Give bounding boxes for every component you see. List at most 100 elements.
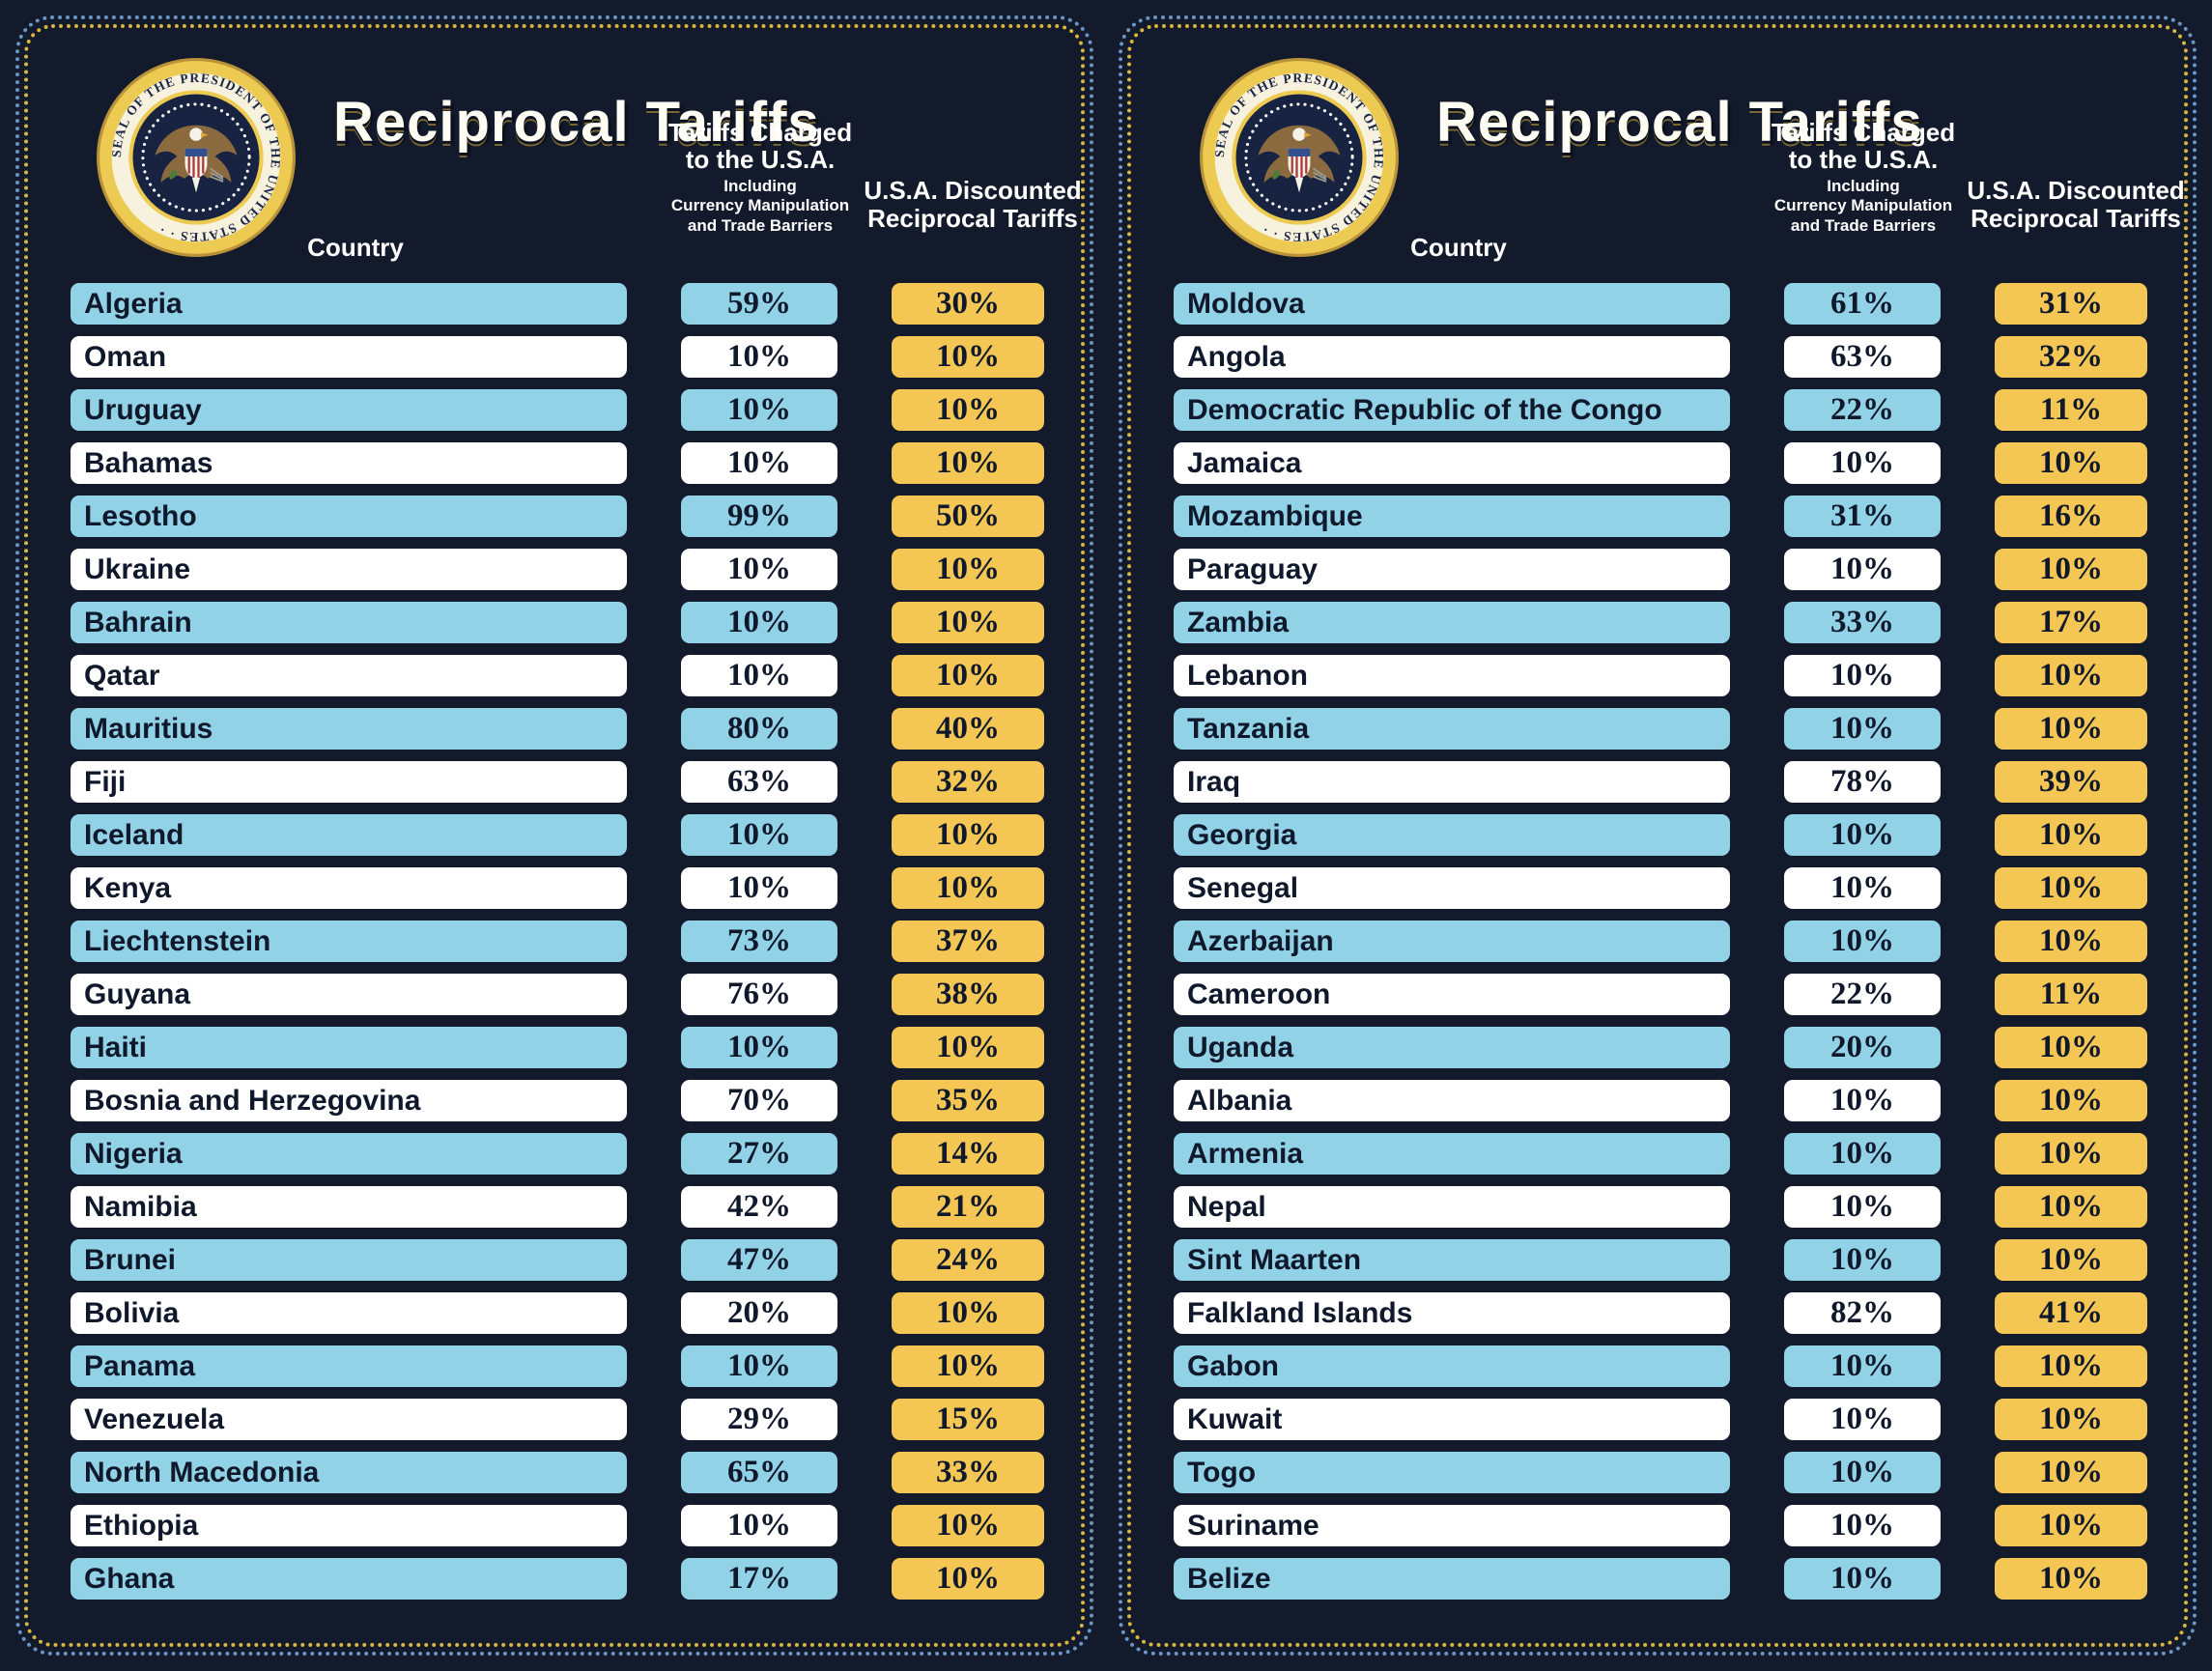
- country-cell: Falkland Islands: [1174, 1292, 1730, 1334]
- column-header-charged: Tariffs Charged to the U.S.A.: [667, 118, 853, 175]
- discounted-tariff-cell: 21%: [892, 1186, 1044, 1228]
- country-cell: Jamaica: [1174, 442, 1730, 484]
- charged-tariff-cell: 73%: [681, 920, 837, 962]
- discounted-tariff-cell: 50%: [892, 496, 1044, 537]
- table-row: Nigeria 27% 14%: [71, 1133, 1044, 1175]
- table-row: Azerbaijan 10% 10%: [1174, 920, 2147, 962]
- country-cell: Algeria: [71, 283, 627, 325]
- discounted-tariff-cell: 10%: [892, 549, 1044, 590]
- charged-tariff-cell: 10%: [1784, 549, 1941, 590]
- discounted-tariff-cell: 31%: [1995, 283, 2147, 325]
- table-row: Fiji 63% 32%: [71, 761, 1044, 803]
- country-cell: Kenya: [71, 867, 627, 909]
- country-cell: Mozambique: [1174, 496, 1730, 537]
- discounted-tariff-cell: 10%: [1995, 867, 2147, 909]
- country-cell: Azerbaijan: [1174, 920, 1730, 962]
- country-cell: Ukraine: [71, 549, 627, 590]
- discounted-tariff-cell: 10%: [1995, 920, 2147, 962]
- country-cell: Lesotho: [71, 496, 627, 537]
- country-cell: Angola: [1174, 336, 1730, 378]
- country-cell: Bahrain: [71, 602, 627, 643]
- discounted-tariff-cell: 10%: [1995, 1186, 2147, 1228]
- country-cell: Nigeria: [71, 1133, 627, 1175]
- table-row: Liechtenstein 73% 37%: [71, 920, 1044, 962]
- page-title: Reciprocal Tariffs: [1436, 91, 1923, 154]
- table-row: Suriname 10% 10%: [1174, 1505, 2147, 1546]
- column-header-country: Country: [307, 233, 404, 262]
- charged-tariff-cell: 27%: [681, 1133, 837, 1175]
- tariff-panel-left: SEAL OF THE PRESIDENT OF THE UNITED STAT…: [15, 15, 1093, 1656]
- charged-tariff-cell: 10%: [681, 867, 837, 909]
- country-cell: Cameroon: [1174, 974, 1730, 1015]
- table-row: Zambia 33% 17%: [1174, 602, 2147, 643]
- charged-tariff-cell: 29%: [681, 1399, 837, 1440]
- discounted-tariff-cell: 10%: [1995, 1080, 2147, 1121]
- charged-tariff-cell: 76%: [681, 974, 837, 1015]
- charged-tariff-cell: 10%: [681, 602, 837, 643]
- country-cell: Togo: [1174, 1452, 1730, 1493]
- charged-tariff-cell: 59%: [681, 283, 837, 325]
- discounted-tariff-cell: 10%: [892, 442, 1044, 484]
- country-cell: Uruguay: [71, 389, 627, 431]
- table-row: Oman 10% 10%: [71, 336, 1044, 378]
- table-row: Ethiopia 10% 10%: [71, 1505, 1044, 1546]
- discounted-tariff-cell: 10%: [892, 1505, 1044, 1546]
- charged-tariff-cell: 10%: [681, 655, 837, 696]
- table-row: Iceland 10% 10%: [71, 814, 1044, 856]
- country-cell: Suriname: [1174, 1505, 1730, 1546]
- discounted-tariff-cell: 30%: [892, 283, 1044, 325]
- country-cell: Senegal: [1174, 867, 1730, 909]
- country-cell: Sint Maarten: [1174, 1239, 1730, 1281]
- presidential-seal-icon: SEAL OF THE PRESIDENT OF THE UNITED STAT…: [1200, 58, 1399, 257]
- discounted-tariff-cell: 37%: [892, 920, 1044, 962]
- discounted-tariff-cell: 10%: [1995, 1345, 2147, 1387]
- country-cell: Lebanon: [1174, 655, 1730, 696]
- charged-tariff-cell: 22%: [1784, 389, 1941, 431]
- country-cell: Belize: [1174, 1558, 1730, 1600]
- discounted-tariff-cell: 10%: [1995, 814, 2147, 856]
- charged-tariff-cell: 10%: [681, 1505, 837, 1546]
- country-cell: Tanzania: [1174, 708, 1730, 750]
- discounted-tariff-cell: 10%: [892, 1345, 1044, 1387]
- discounted-tariff-cell: 10%: [1995, 442, 2147, 484]
- table-row: Bosnia and Herzegovina 70% 35%: [71, 1080, 1044, 1121]
- panel-header: SEAL OF THE PRESIDENT OF THE UNITED STAT…: [71, 42, 1082, 283]
- table-row: Namibia 42% 21%: [71, 1186, 1044, 1228]
- country-cell: Brunei: [71, 1239, 627, 1281]
- discounted-tariff-cell: 10%: [892, 814, 1044, 856]
- table-row: Senegal 10% 10%: [1174, 867, 2147, 909]
- country-cell: Bolivia: [71, 1292, 627, 1334]
- charged-tariff-cell: 82%: [1784, 1292, 1941, 1334]
- charged-tariff-cell: 99%: [681, 496, 837, 537]
- country-cell: Nepal: [1174, 1186, 1730, 1228]
- table-row: Jamaica 10% 10%: [1174, 442, 2147, 484]
- discounted-tariff-cell: 32%: [892, 761, 1044, 803]
- discounted-tariff-cell: 40%: [892, 708, 1044, 750]
- charged-tariff-cell: 10%: [1784, 1345, 1941, 1387]
- table-row: Angola 63% 32%: [1174, 336, 2147, 378]
- table-row: Bahamas 10% 10%: [71, 442, 1044, 484]
- table-row: Venezuela 29% 15%: [71, 1399, 1044, 1440]
- charged-tariff-cell: 10%: [1784, 655, 1941, 696]
- table-row: Mozambique 31% 16%: [1174, 496, 2147, 537]
- country-cell: Fiji: [71, 761, 627, 803]
- country-cell: Zambia: [1174, 602, 1730, 643]
- table-row: Armenia 10% 10%: [1174, 1133, 2147, 1175]
- panel-header: SEAL OF THE PRESIDENT OF THE UNITED STAT…: [1174, 42, 2185, 283]
- charged-tariff-cell: 10%: [1784, 867, 1941, 909]
- table-row: Ukraine 10% 10%: [71, 549, 1044, 590]
- column-subheader-charged: Including Currency Manipulation and Trad…: [670, 177, 850, 235]
- table-row: Nepal 10% 10%: [1174, 1186, 2147, 1228]
- column-subheader-charged: Including Currency Manipulation and Trad…: [1773, 177, 1953, 235]
- discounted-tariff-cell: 41%: [1995, 1292, 2147, 1334]
- table-row: Uruguay 10% 10%: [71, 389, 1044, 431]
- table-row: Lebanon 10% 10%: [1174, 655, 2147, 696]
- country-cell: Democratic Republic of the Congo: [1174, 389, 1730, 431]
- discounted-tariff-cell: 10%: [892, 1027, 1044, 1068]
- column-header-country: Country: [1410, 233, 1507, 262]
- discounted-tariff-cell: 33%: [892, 1452, 1044, 1493]
- table-row: Ghana 17% 10%: [71, 1558, 1044, 1600]
- table-row: Falkland Islands 82% 41%: [1174, 1292, 2147, 1334]
- country-cell: Panama: [71, 1345, 627, 1387]
